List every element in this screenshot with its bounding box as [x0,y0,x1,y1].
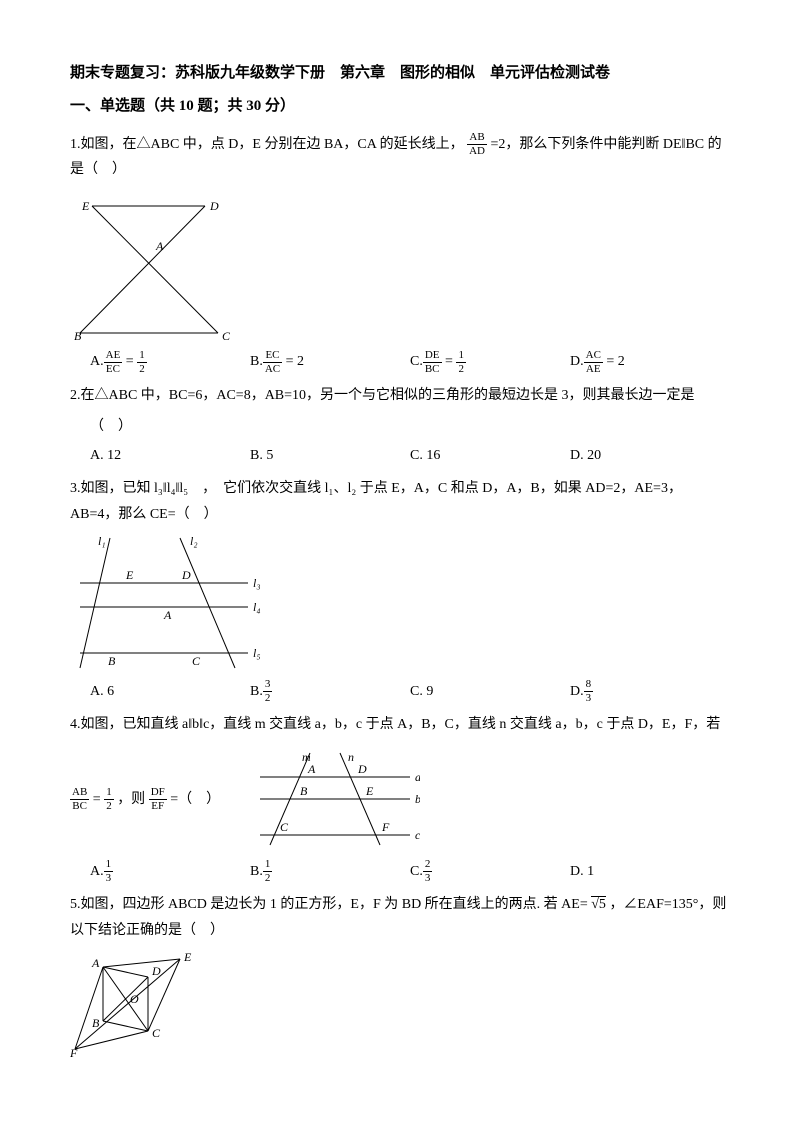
q3-opt-b: B.32 [250,679,410,704]
svg-text:B: B [92,1016,100,1030]
question-4: 4.如图，已知直线 a‖b‖c，直线 m 交直线 a，b，c 于点 A，B，C，… [70,712,730,737]
svg-text:E: E [365,784,374,798]
q3-figure: l₁ l₂ l₃ l₄ l₅ E D A B C [70,533,270,673]
q4-opt-b: B.12 [250,859,410,884]
q1-figure: E D A B C [70,188,230,343]
svg-text:C: C [280,820,289,834]
q5-figure: A D B C O E F [70,949,200,1059]
svg-text:A: A [163,608,172,622]
q2-blank: （ ） [90,414,730,439]
svg-text:F: F [381,820,390,834]
section-heading: 一、单选题（共 10 题；共 30 分） [70,93,730,120]
q4-figure: mnabcADBECF [240,749,420,849]
svg-text:l₂: l₂ [190,534,198,548]
q3-opt-d: D.83 [570,679,730,704]
svg-text:C: C [222,329,230,343]
q1-opt-b: B.ECAC = 2 [250,349,410,374]
q4-opt-a: A.13 [90,859,250,884]
svg-text:l₁: l₁ [98,534,106,548]
q1-frac: ABAD [467,132,487,157]
q3-opt-c: C. 9 [410,679,570,704]
question-5: 5.如图，四边形 ABCD 是边长为 1 的正方形，E，F 为 BD 所在直线上… [70,892,730,942]
svg-text:O: O [130,992,139,1006]
svg-text:l₃: l₃ [253,576,261,590]
svg-text:a: a [415,770,420,784]
q4-mid: ABBC = 12 ，则 DFEF =（ ） [70,787,220,812]
svg-text:A: A [307,762,316,776]
q1-stem-a: 1.如图，在△ABC 中，点 D，E 分别在边 BA，CA 的延长线上， [70,137,464,152]
q2-opt-a: A. 12 [90,443,250,468]
svg-text:D: D [209,199,219,213]
q1-opt-d: D.ACAE = 2 [570,349,730,374]
svg-text:A: A [91,956,100,970]
svg-text:F: F [70,1046,78,1059]
svg-text:C: C [152,1026,161,1040]
q2-opt-d: D. 20 [570,443,730,468]
q1-opt-a: A.AEEC = 12 [90,349,250,374]
svg-text:D: D [151,964,161,978]
svg-text:E: E [81,199,90,213]
q3-opt-a: A. 6 [90,679,250,704]
svg-text:D: D [357,762,367,776]
svg-text:B: B [108,654,116,668]
question-1: 1.如图，在△ABC 中，点 D，E 分别在边 BA，CA 的延长线上， ABA… [70,132,730,182]
svg-text:c: c [415,828,420,842]
svg-text:D: D [181,568,191,582]
svg-text:E: E [125,568,134,582]
q4-opt-c: C.23 [410,859,570,884]
q2-opt-b: B. 5 [250,443,410,468]
svg-text:b: b [415,792,420,806]
page-title: 期末专题复习：苏科版九年级数学下册 第六章 图形的相似 单元评估检测试卷 [70,60,730,87]
svg-text:l₄: l₄ [253,600,261,614]
svg-text:C: C [192,654,201,668]
q1-opt-c: C.DEBC = 12 [410,349,570,374]
question-3: 3.如图，已知 l₃‖l₄‖l₅ ， 它们依次交直线 l₁、l₂ 于点 E，A，… [70,476,730,526]
svg-text:A: A [155,239,164,253]
q4-opt-d: D. 1 [570,859,730,884]
q5-stem-a: 5.如图，四边形 ABCD 是边长为 1 的正方形，E，F 为 BD 所在直线上… [70,897,591,912]
q4-options: A.13 B.12 C.23 D. 1 [90,859,730,884]
svg-text:B: B [300,784,308,798]
q1-options: A.AEEC = 12 B.ECAC = 2 C.DEBC = 12 D.ACA… [90,349,730,374]
q3-options: A. 6 B.32 C. 9 D.83 [90,679,730,704]
q2-options: A. 12 B. 5 C. 16 D. 20 [90,443,730,468]
svg-text:E: E [183,950,192,964]
svg-text:n: n [348,750,354,764]
svg-text:B: B [74,329,82,343]
q5-sqrt: √5 [591,896,606,912]
q2-opt-c: C. 16 [410,443,570,468]
svg-text:l₅: l₅ [253,646,261,660]
question-2: 2.在△ABC 中，BC=6，AC=8，AB=10，另一个与它相似的三角形的最短… [70,383,730,408]
